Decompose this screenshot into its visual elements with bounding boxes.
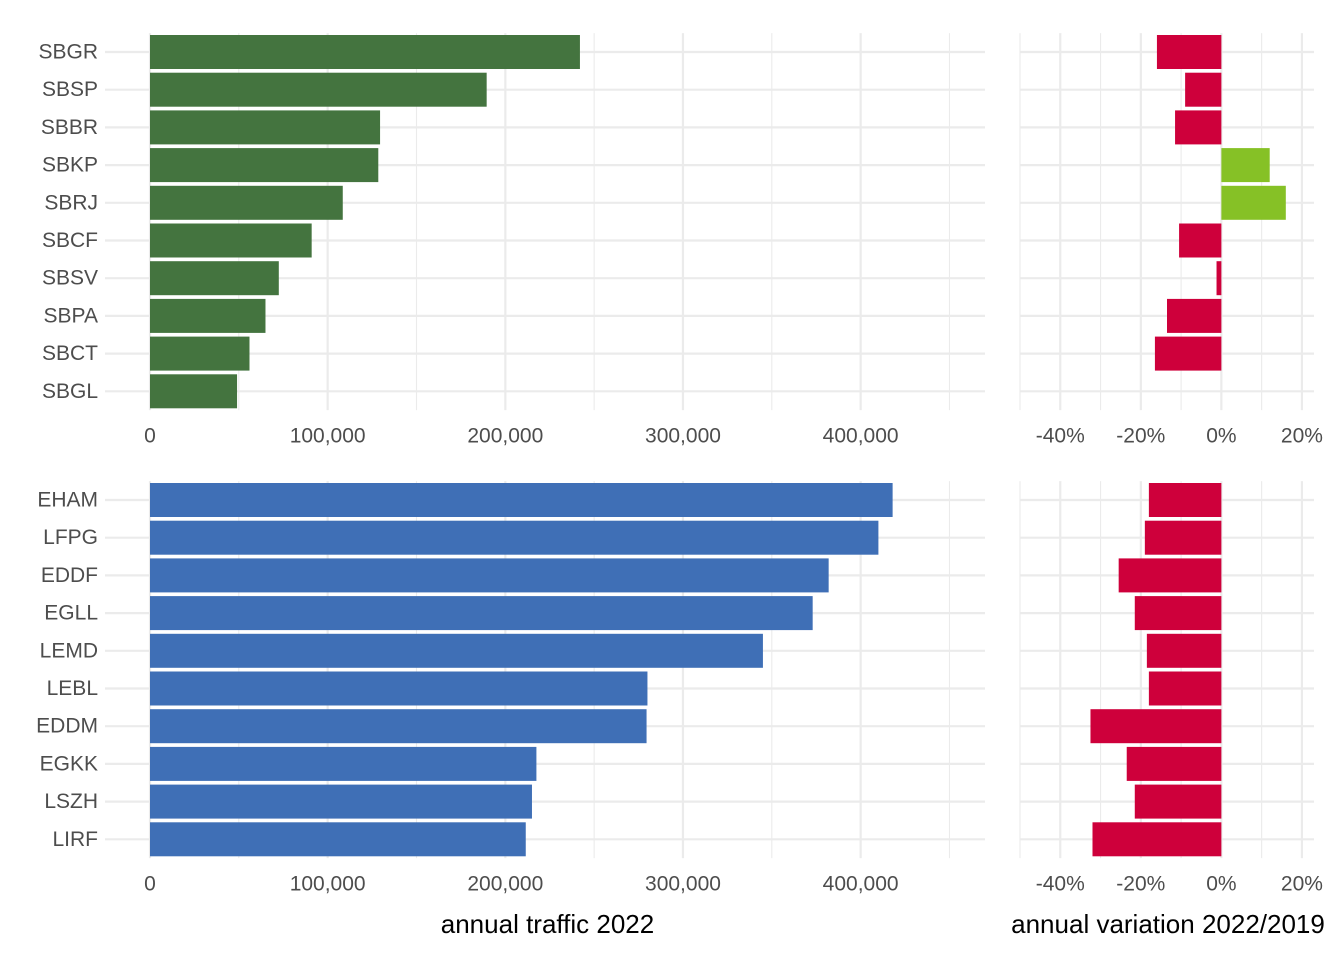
category-label-top-left-5: SBCF [42, 229, 98, 252]
bar-top-right-SBSP [1185, 72, 1222, 107]
x-axis-title-bottom-right: annual variation 2022/2019 [1011, 909, 1325, 939]
x-tick-label-bottom-left-3: 300,000 [645, 873, 721, 896]
bar-top-right-SBPA [1167, 298, 1222, 333]
bar-top-right-SBBR [1175, 110, 1222, 145]
bar-top-right-SBKP [1221, 148, 1270, 183]
category-label-top-left-9: SBGL [42, 380, 98, 403]
bar-bottom-right-LIRF [1092, 822, 1222, 857]
bar-top-left-SBGR [150, 35, 580, 69]
category-label-bottom-left-8: LSZH [44, 790, 98, 813]
bar-bottom-left-EDDF [150, 558, 829, 593]
bar-bottom-right-LEMD [1146, 633, 1222, 668]
x-tick-label-top-right-2: 0% [1206, 425, 1236, 448]
bar-top-left-SBCT [150, 336, 250, 371]
x-axis-title-bottom-left: annual traffic 2022 [441, 909, 654, 939]
bar-bottom-right-EGLL [1134, 596, 1222, 631]
x-tick-label-bottom-left-0: 0 [144, 873, 156, 896]
bar-bottom-right-LSZH [1134, 784, 1222, 819]
category-label-bottom-left-7: EGKK [40, 752, 98, 775]
bar-bottom-right-EHAM [1148, 483, 1222, 517]
x-tick-label-bottom-right-1: -20% [1116, 873, 1165, 896]
x-tick-label-bottom-left-4: 400,000 [823, 873, 899, 896]
category-label-bottom-left-2: EDDF [41, 564, 98, 587]
bar-bottom-right-EDDF [1118, 558, 1222, 593]
category-label-top-left-0: SBGR [38, 41, 98, 64]
x-tick-label-bottom-left-1: 100,000 [290, 873, 366, 896]
bar-top-left-SBRJ [150, 185, 343, 220]
category-label-bottom-left-4: LEMD [40, 639, 98, 662]
x-tick-label-bottom-left-2: 200,000 [467, 873, 543, 896]
bar-bottom-right-EDDM [1090, 709, 1222, 744]
bar-top-right-SBRJ [1221, 185, 1286, 220]
x-tick-label-top-left-4: 400,000 [823, 425, 899, 448]
category-label-bottom-left-3: EGLL [44, 602, 98, 625]
category-label-top-left-7: SBPA [44, 304, 98, 327]
bar-top-left-SBKP [150, 148, 379, 183]
bar-bottom-right-LEBL [1148, 671, 1222, 706]
x-tick-label-top-left-0: 0 [144, 425, 156, 448]
bar-top-left-SBPA [150, 298, 266, 333]
bar-bottom-left-LFPG [150, 520, 879, 555]
category-label-top-left-4: SBRJ [44, 191, 98, 214]
category-label-bottom-left-0: EHAM [37, 489, 98, 512]
bar-bottom-right-EGKK [1126, 746, 1222, 781]
x-tick-label-bottom-right-2: 0% [1206, 873, 1236, 896]
bar-top-left-SBCF [150, 223, 312, 258]
category-label-bottom-left-1: LFPG [43, 526, 98, 549]
bar-top-left-SBBR [150, 110, 381, 145]
x-tick-label-top-right-1: -20% [1116, 425, 1165, 448]
bar-top-right-SBSV [1216, 261, 1222, 296]
x-tick-label-top-left-1: 100,000 [290, 425, 366, 448]
category-label-bottom-left-9: LIRF [52, 828, 98, 851]
category-label-top-left-6: SBSV [42, 267, 98, 290]
category-label-bottom-left-6: EDDM [36, 715, 98, 738]
bar-bottom-left-LEMD [150, 633, 763, 668]
category-label-top-left-8: SBCT [42, 342, 98, 365]
bar-bottom-left-EHAM [150, 483, 893, 517]
bar-bottom-left-EGKK [150, 746, 537, 781]
bar-top-left-SBGL [150, 374, 238, 409]
x-tick-label-bottom-right-3: 20% [1281, 873, 1323, 896]
bar-bottom-left-EGLL [150, 596, 813, 631]
x-tick-label-bottom-right-0: -40% [1036, 873, 1085, 896]
bar-bottom-left-LSZH [150, 784, 532, 819]
bar-bottom-left-LEBL [150, 671, 648, 706]
bar-top-left-SBSP [150, 72, 487, 107]
bar-top-right-SBCF [1179, 223, 1222, 258]
bar-bottom-left-EDDM [150, 709, 647, 744]
x-tick-label-top-left-2: 200,000 [467, 425, 543, 448]
category-label-top-left-3: SBKP [42, 154, 98, 177]
bar-top-right-SBGR [1156, 35, 1222, 69]
category-label-top-left-1: SBSP [42, 78, 98, 101]
bar-top-left-SBSV [150, 261, 279, 296]
x-tick-label-top-right-0: -40% [1036, 425, 1085, 448]
category-label-top-left-2: SBBR [41, 116, 98, 139]
bar-bottom-left-LIRF [150, 822, 526, 857]
bar-bottom-right-LFPG [1144, 520, 1222, 555]
bar-top-right-SBCT [1154, 336, 1222, 371]
x-tick-label-top-right-3: 20% [1281, 425, 1323, 448]
x-tick-label-top-left-3: 300,000 [645, 425, 721, 448]
category-label-bottom-left-5: LEBL [47, 677, 98, 700]
